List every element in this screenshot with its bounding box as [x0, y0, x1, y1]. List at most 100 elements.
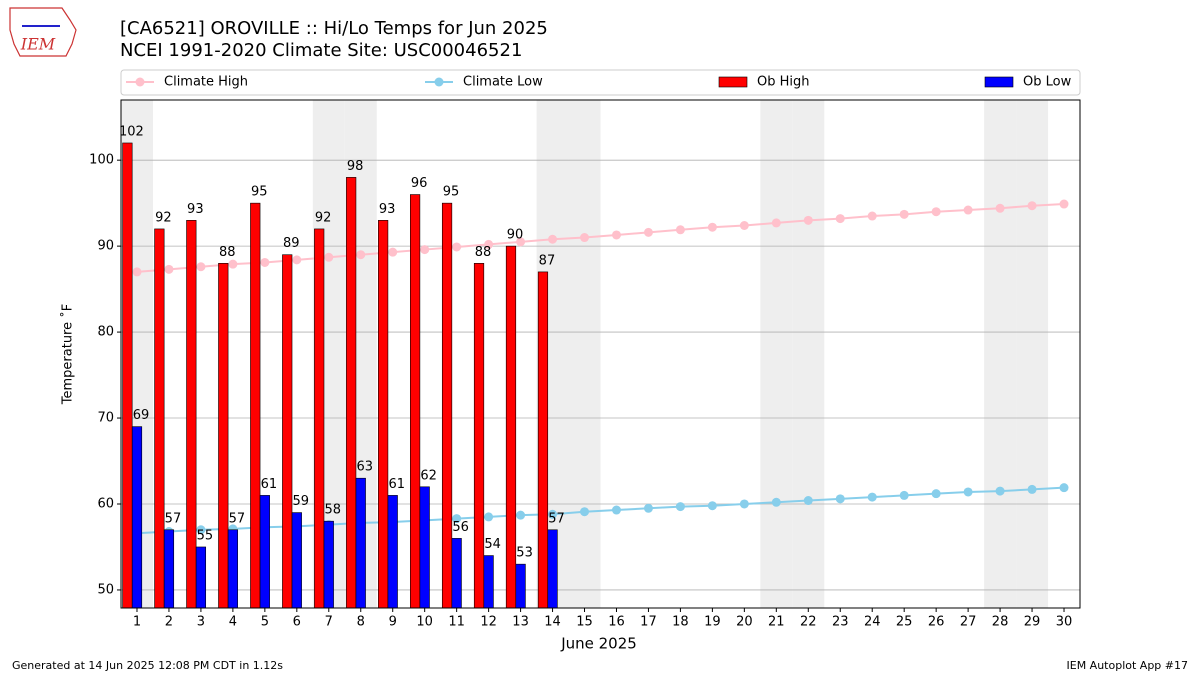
logo-outline — [9, 7, 77, 57]
legend-box — [120, 69, 1081, 96]
x-tick-label: 6 — [293, 615, 301, 630]
legend-label: Ob Low — [1023, 75, 1072, 90]
x-tick-label: 16 — [608, 615, 625, 630]
point — [580, 507, 590, 517]
bar — [537, 271, 549, 609]
bar — [250, 202, 261, 609]
bar-label: 55 — [197, 528, 214, 543]
x-tick-label: 23 — [832, 615, 849, 630]
bar — [282, 254, 293, 609]
point — [452, 242, 462, 252]
point — [771, 497, 781, 507]
bar-label: 93 — [379, 202, 396, 217]
bar-label: 54 — [484, 537, 501, 552]
chart-subtitle: NCEI 1991-2020 Climate Site: USC00046521 — [120, 40, 522, 61]
x-tick-label: 27 — [960, 615, 977, 630]
bar-label: 102 — [119, 124, 144, 139]
legend-marker — [434, 77, 444, 87]
point — [292, 255, 302, 265]
point — [228, 259, 238, 269]
chart-title: [CA6521] OROVILLE :: Hi/Lo Temps for Jun… — [120, 18, 548, 39]
legend-marker — [135, 77, 145, 87]
bar — [483, 555, 494, 609]
x-tick-label: 4 — [229, 615, 237, 630]
point — [707, 501, 717, 511]
x-tick-label: 21 — [768, 615, 785, 630]
bar — [218, 263, 229, 609]
point — [260, 257, 270, 267]
bar — [441, 202, 453, 609]
x-tick-label: 22 — [800, 615, 817, 630]
bar-label: 57 — [165, 511, 182, 526]
x-tick-label: 17 — [640, 615, 657, 630]
x-tick-label: 18 — [672, 615, 689, 630]
point — [1059, 483, 1069, 493]
legend-swatch — [984, 76, 1014, 88]
footer-left: Generated at 14 Jun 2025 12:08 PM CDT in… — [12, 659, 283, 672]
point — [771, 218, 781, 228]
bar — [195, 546, 207, 609]
point — [324, 252, 334, 262]
bar-label: 61 — [261, 477, 278, 492]
point — [643, 503, 653, 513]
point — [963, 487, 973, 497]
point — [1027, 484, 1037, 494]
point — [516, 237, 526, 247]
point — [516, 510, 526, 520]
point — [611, 230, 621, 240]
point — [675, 502, 685, 512]
bar — [291, 512, 302, 609]
legend-swatch — [718, 76, 748, 88]
bar — [387, 495, 398, 609]
point — [931, 489, 941, 499]
point — [803, 215, 813, 225]
bar — [227, 529, 238, 609]
point — [867, 211, 877, 221]
bar — [355, 477, 366, 609]
point — [420, 245, 430, 255]
y-tick-label: 60 — [97, 496, 114, 511]
point — [899, 490, 909, 500]
point — [580, 233, 590, 243]
weekend-shade — [568, 100, 601, 608]
bar-label: 98 — [347, 159, 364, 174]
bar — [515, 563, 526, 609]
x-tick-label: 7 — [325, 615, 333, 630]
point — [611, 505, 621, 515]
x-tick-label: 15 — [576, 615, 593, 630]
point — [835, 214, 845, 224]
bar — [163, 529, 175, 609]
point — [675, 225, 685, 235]
x-tick-label: 11 — [448, 615, 465, 630]
bar — [505, 245, 517, 609]
footer-right: IEM Autoplot App #17 — [1067, 659, 1189, 672]
y-tick-label: 70 — [97, 411, 114, 426]
point — [196, 262, 206, 272]
point — [739, 499, 749, 509]
x-tick-label: 24 — [864, 615, 881, 630]
weekend-shade — [760, 100, 793, 608]
bar-label: 53 — [516, 546, 533, 561]
point — [995, 203, 1005, 213]
y-tick-label: 90 — [97, 239, 114, 254]
bar-label: 95 — [443, 185, 460, 200]
weekend-shade — [1016, 100, 1049, 608]
point — [899, 209, 909, 219]
bar-label: 56 — [452, 520, 469, 535]
y-axis-label: Temperature ˚F — [60, 304, 76, 405]
x-tick-label: 14 — [544, 615, 561, 630]
x-tick-label: 29 — [1024, 615, 1041, 630]
bar-label: 69 — [133, 408, 150, 423]
bar — [409, 194, 421, 609]
bar-label: 62 — [420, 468, 437, 483]
point — [931, 207, 941, 217]
bar-label: 95 — [251, 185, 268, 200]
bar-label: 96 — [411, 176, 428, 191]
bar-label: 57 — [229, 511, 246, 526]
point — [707, 222, 717, 232]
point — [803, 496, 813, 506]
bar-label: 57 — [548, 511, 565, 526]
bar — [131, 426, 143, 609]
x-tick-label: 3 — [197, 615, 205, 630]
